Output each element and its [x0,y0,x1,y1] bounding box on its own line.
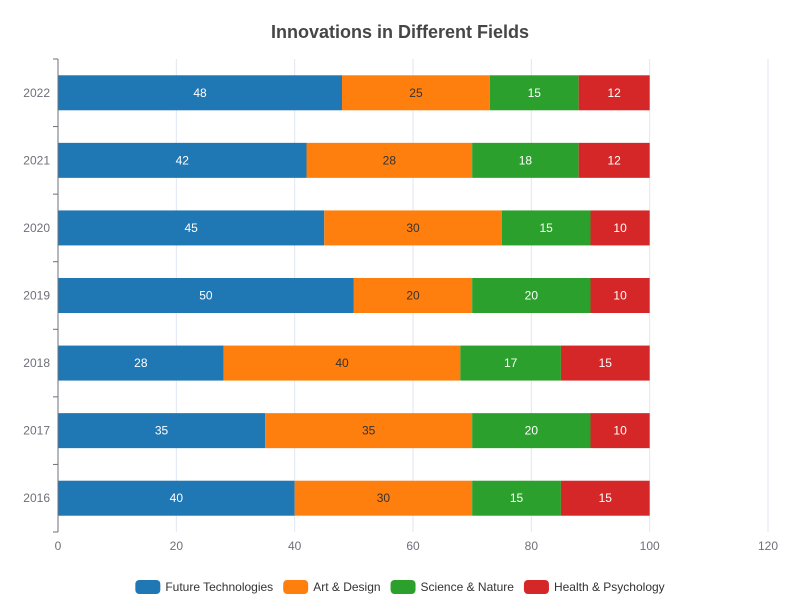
bar-segment [578,142,650,178]
bar-segment [353,278,473,313]
bar-segment [472,413,591,449]
bar-segment [58,413,266,449]
legend-label: Art & Design [313,580,380,594]
x-tick-label: 20 [170,539,184,553]
bar-data-label: 42 [176,153,190,167]
bar-segment [472,142,579,178]
bar-segment [472,480,561,516]
bar-segment [460,345,561,381]
bar-segment [590,210,650,246]
y-tick-label: 2020 [23,221,50,235]
bar-segment [342,75,490,111]
bar-data-label: 15 [599,356,613,370]
bar-segment [306,142,473,178]
bar-segment [58,75,342,111]
bar-segment [58,345,224,381]
bar-data-label: 30 [377,491,391,505]
bar-segment [560,345,650,381]
x-tick-label: 40 [288,539,302,553]
axes: 0 20 40 60 80 100 1202016201720182019202020212… [23,58,778,553]
legend-label: Future Technologies [165,580,273,594]
bar-data-label: 50 [199,289,213,303]
bar-segment [294,480,473,516]
legend-label: Health & Psychology [554,580,665,594]
legend: Future Technologies Art & Design Science &… [135,580,665,594]
legend-label: Science & Nature [421,580,515,594]
bar-segment [58,210,325,246]
bar-data-label: 15 [599,491,613,505]
bar-segment [472,278,591,313]
bar-data-label: 15 [528,86,542,100]
bar-segment [58,278,354,313]
y-tick-label: 2017 [23,424,50,438]
legend-swatch [283,580,309,594]
chart-title: Innovations in Different Fields [271,22,529,42]
legend-swatch [135,580,161,594]
bar-segment [324,210,502,246]
legend-swatch [390,580,416,594]
bar-data-label: 18 [519,153,533,167]
bar-segment [58,480,295,516]
bar-data-label: 12 [607,153,621,167]
bar-segment [265,413,473,449]
x-tick-label: 100 [640,539,660,553]
x-tick-label: 60 [406,539,420,553]
x-tick-label: 80 [525,539,539,553]
y-tick-label: 2019 [23,289,50,303]
bar-data-label: 10 [613,221,627,235]
bar-data-label: 40 [335,356,349,370]
x-tick-label: 120 [758,539,778,553]
bar-segment [578,75,650,111]
bar-data-label: 20 [406,289,420,303]
bar-data-label: 40 [170,491,184,505]
bar-series: 40 30 15 15 35 35 20 10 28 40 17 15 50 20 20 10 45 30 15 10… [58,75,650,516]
bar-data-label: 15 [510,491,524,505]
bar-data-label: 30 [406,221,420,235]
y-tick-label: 2021 [23,153,50,167]
bar-data-label: 28 [134,356,148,370]
legend-swatch [523,580,549,594]
bar-segment [560,480,650,516]
bar-segment [590,278,650,313]
bar-data-label: 25 [409,86,423,100]
y-tick-label: 2022 [23,86,50,100]
bar-data-label: 17 [504,356,518,370]
y-tick-label: 2018 [23,356,50,370]
bar-data-label: 10 [613,424,627,438]
bar-data-label: 10 [613,289,627,303]
bar-segment [590,413,650,449]
bar-data-label: 45 [184,221,198,235]
bar-data-label: 28 [383,153,397,167]
bar-data-label: 20 [525,424,539,438]
x-tick-label: 0 [55,539,62,553]
bar-data-label: 35 [362,424,376,438]
bar-data-label: 15 [539,221,553,235]
bar-segment [501,210,591,246]
y-tick-label: 2016 [23,491,50,505]
bar-data-label: 20 [525,289,539,303]
bar-segment [223,345,461,381]
bar-segment [489,75,579,111]
bar-data-label: 12 [607,86,621,100]
bar-segment [58,142,307,178]
bar-data-label: 48 [193,86,207,100]
bar-data-label: 35 [155,424,169,438]
